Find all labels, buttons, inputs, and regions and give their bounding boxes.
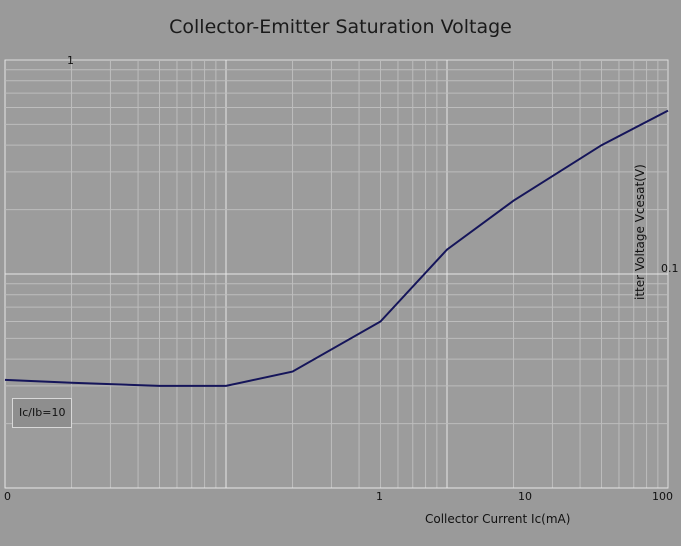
y-tick-label-1: 1 bbox=[67, 54, 74, 67]
x-axis-label: Collector Current Ic(mA) bbox=[425, 512, 571, 526]
y-tick-label-0.1: 0.1 bbox=[661, 262, 679, 275]
x-tick-label-0: 0 bbox=[4, 490, 11, 503]
x-tick-label-10: 10 bbox=[518, 490, 532, 503]
x-tick-label-100: 100 bbox=[652, 490, 673, 503]
y-axis-label: itter Voltage Vcesat(V) bbox=[633, 164, 647, 300]
x-tick-label-1: 1 bbox=[376, 490, 383, 503]
series-line-0 bbox=[4, 109, 669, 387]
legend-entry-icib: Ic/Ib=10 bbox=[19, 406, 66, 419]
legend: Ic/Ib=10 bbox=[12, 398, 73, 428]
chart-title: Collector-Emitter Saturation Voltage bbox=[169, 16, 512, 38]
